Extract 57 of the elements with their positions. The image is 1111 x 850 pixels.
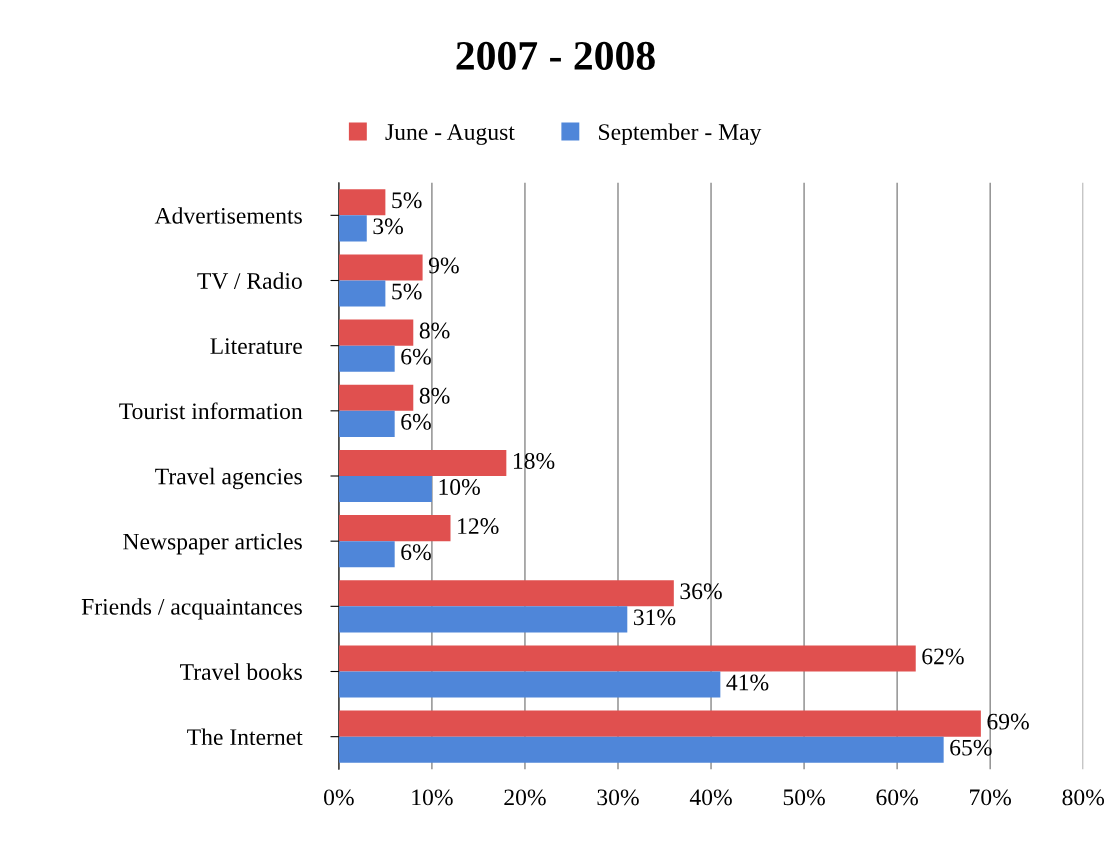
y-tick-label: Literature: [210, 338, 302, 355]
bar: [338, 580, 674, 607]
y-tick-label: Travel agencies: [155, 467, 302, 490]
data-label: 8%: [419, 322, 450, 339]
bar: [338, 215, 367, 242]
y-tick-label: Travel books: [180, 663, 302, 680]
data-label: 6%: [401, 348, 431, 365]
data-label: 6%: [401, 413, 431, 430]
data-label: 12%: [458, 518, 499, 535]
data-label: 6%: [401, 544, 431, 561]
y-tick-label: Friends / acquaintances: [81, 598, 302, 620]
y-tick-label: TV / Radio: [197, 272, 302, 290]
data-label: 62%: [922, 648, 964, 665]
y-tick-label: Newspaper articles: [123, 532, 302, 555]
bar: [338, 476, 432, 503]
data-label: 41%: [726, 674, 769, 691]
data-label: 5%: [392, 192, 422, 209]
data-label: 31%: [633, 609, 676, 626]
bar: [338, 189, 386, 216]
data-label: 65%: [950, 739, 992, 756]
x-tick-label: 40%: [689, 789, 732, 806]
x-tick-label: 10%: [412, 789, 453, 806]
bar: [338, 515, 451, 542]
chart-title: 2007 - 2008: [456, 41, 655, 70]
bar: [338, 541, 395, 568]
bar: [338, 736, 944, 763]
bar: [338, 606, 628, 633]
data-label: 3%: [373, 218, 403, 235]
x-tick-label: 80%: [1062, 789, 1105, 806]
x-tick-label: 60%: [876, 789, 918, 806]
bar: [338, 645, 916, 672]
bar: [338, 280, 386, 307]
bar: [338, 384, 414, 411]
x-tick-label: 30%: [597, 789, 639, 806]
legend-label: June - August: [385, 124, 515, 145]
bar: [338, 449, 507, 476]
legend-label: September - May: [599, 123, 762, 145]
data-label: 8%: [419, 387, 450, 404]
data-label: 9%: [428, 257, 459, 274]
y-tick-label: Advertisements: [154, 207, 302, 224]
bar: [338, 671, 721, 698]
bar: [338, 710, 981, 737]
x-tick-label: 50%: [783, 789, 825, 806]
x-tick-label: 20%: [504, 789, 546, 806]
bar: [338, 319, 414, 346]
bar: [338, 254, 423, 281]
bar: [338, 345, 395, 372]
data-label: 18%: [513, 452, 555, 469]
data-label: 5%: [392, 283, 422, 300]
data-label: 69%: [987, 713, 1029, 730]
data-label: 36%: [680, 583, 722, 600]
y-tick-label: Tourist information: [119, 402, 303, 420]
data-label: 10%: [439, 479, 480, 496]
bar: [338, 410, 395, 437]
y-tick-label: The Internet: [187, 728, 303, 746]
x-tick-label: 0%: [324, 789, 354, 806]
x-tick-label: 70%: [970, 789, 1012, 806]
